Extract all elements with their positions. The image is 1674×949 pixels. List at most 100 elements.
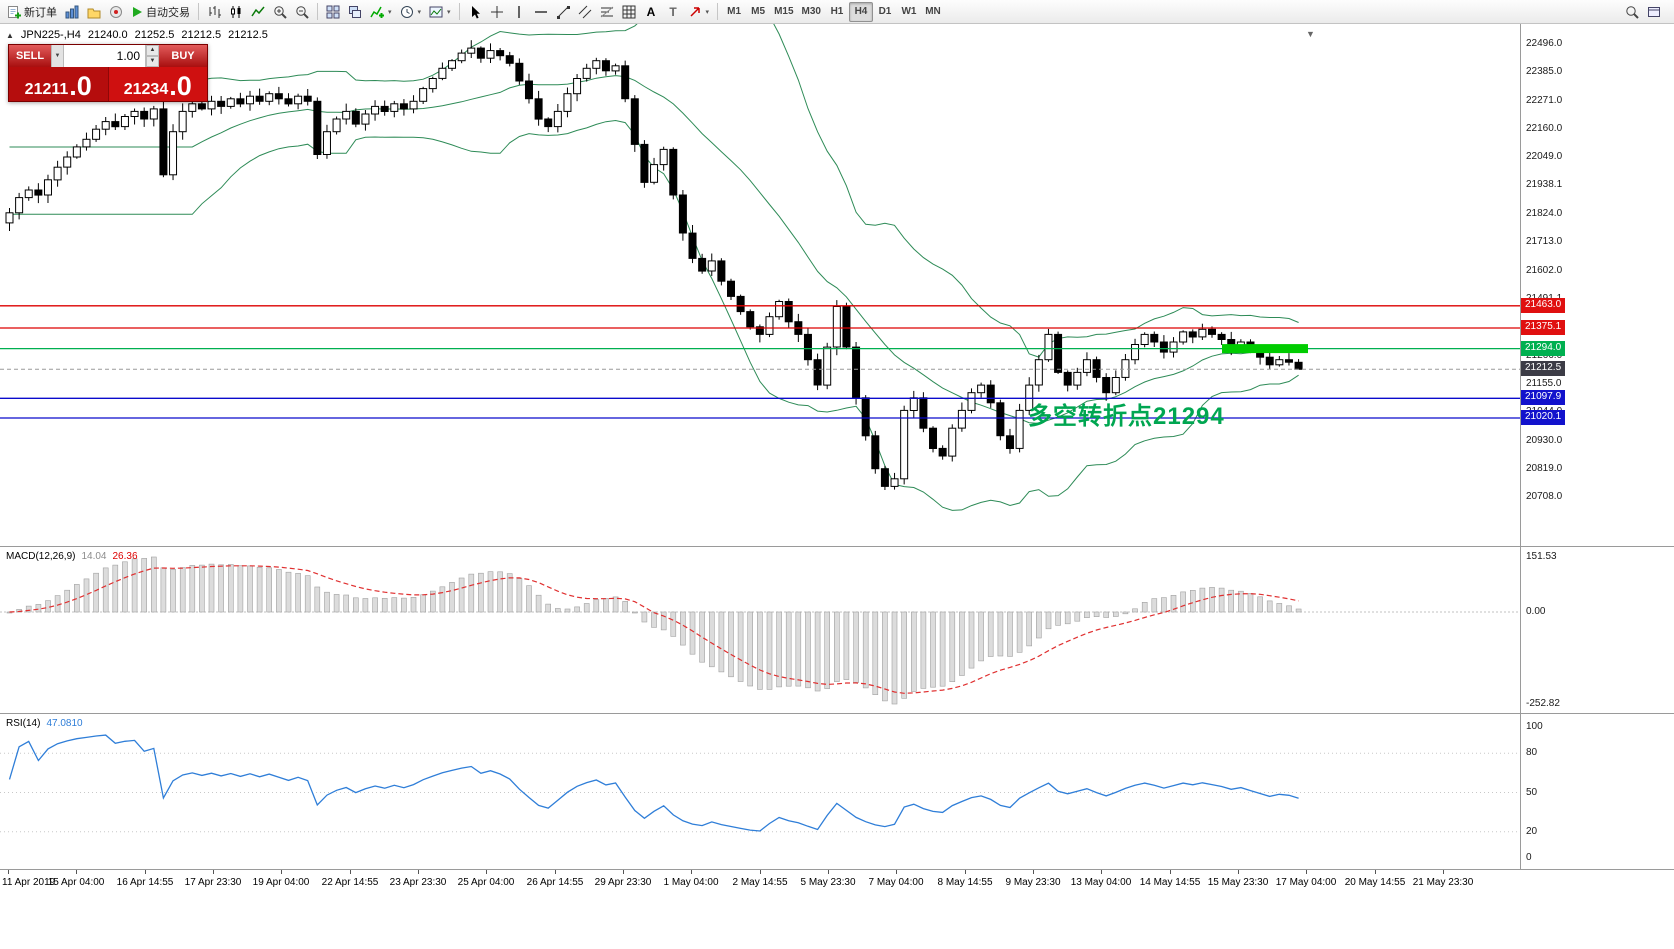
time-axis-tick <box>896 870 897 874</box>
timeframe-button-w1[interactable]: W1 <box>897 2 921 22</box>
macd-histogram-bar <box>785 611 792 687</box>
trendline-button[interactable] <box>552 2 574 22</box>
macd-histogram-bar <box>660 611 667 631</box>
arrows-button[interactable]: ▾ <box>684 2 714 22</box>
timeframe-button-m15[interactable]: M15 <box>770 2 797 22</box>
macd-histogram-bar <box>699 611 705 663</box>
zoom-in-icon <box>273 5 287 19</box>
candle-body <box>467 47 476 54</box>
horizontal-line-button[interactable] <box>530 2 552 22</box>
macd-histogram-bar <box>593 599 600 613</box>
volume-dropdown[interactable]: ▼ <box>51 45 64 67</box>
macd-histogram-bar <box>352 597 359 613</box>
macd-histogram-bar <box>987 611 994 657</box>
zoom-in-button[interactable] <box>269 2 291 22</box>
candle-body <box>919 397 928 429</box>
tile-windows-button[interactable] <box>322 2 344 22</box>
candle-body <box>515 62 524 82</box>
fibonacci-button[interactable] <box>596 2 618 22</box>
profiles-button[interactable] <box>83 2 105 22</box>
candle-body <box>246 95 254 105</box>
templates-button[interactable]: ▾ <box>425 2 455 22</box>
candlestick-chart[interactable] <box>0 24 1520 546</box>
volume-input[interactable]: 1.00 <box>64 45 145 67</box>
channel-button[interactable] <box>574 2 596 22</box>
time-axis[interactable]: 11 Apr 2019 15 Apr 04:00 16 Apr 14:55 17 Ap… <box>0 869 1674 949</box>
buy-price-pips: .0 <box>169 71 192 102</box>
line-chart-button[interactable] <box>247 2 269 22</box>
search-button[interactable] <box>1621 2 1643 22</box>
candle-body <box>630 98 639 145</box>
new-window-button[interactable] <box>1643 2 1665 22</box>
timeframe-button-d1[interactable]: D1 <box>873 2 897 22</box>
candle-body <box>698 257 707 272</box>
time-axis-tick <box>213 870 214 874</box>
label-button[interactable]: T <box>662 2 684 22</box>
rsi-axis: 100 80 50 20 0 <box>1520 714 1674 869</box>
macd-histogram-bar <box>506 573 513 613</box>
main-toolbar: 新订单 自动交易 ▾ ▾ ▾ A T ▾ M1 M5 M15 M30 H1 H <box>0 0 1674 24</box>
sell-price-main: 21211 <box>24 81 69 98</box>
timeframe-button-mn[interactable]: MN <box>921 2 945 22</box>
macd-plot-area[interactable]: MACD(12,26,9) 14.04 26.36 <box>0 547 1520 713</box>
candle-body <box>140 110 149 120</box>
crosshair-button[interactable] <box>486 2 508 22</box>
sell-price[interactable]: 21211.0 <box>9 67 109 101</box>
price-axis-label: 21155.0 <box>1526 378 1562 389</box>
text-button[interactable]: A <box>640 2 662 22</box>
candle-body <box>986 384 995 404</box>
macd-histogram-bar <box>949 611 956 682</box>
timeframe-button-m1[interactable]: M1 <box>722 2 746 22</box>
candle-body <box>15 197 24 214</box>
indicators-button[interactable]: ▾ <box>366 2 396 22</box>
macd-histogram-bar <box>766 611 773 690</box>
cascade-windows-button[interactable] <box>344 2 366 22</box>
macd-histogram-bar <box>535 594 542 613</box>
macd-label-row: MACD(12,26,9) 14.04 26.36 <box>6 551 138 562</box>
candlestick-chart-button[interactable] <box>225 2 247 22</box>
timeframe-button-h1[interactable]: H1 <box>825 2 849 22</box>
time-axis-label: 19 Apr 04:00 <box>252 877 310 888</box>
timeframe-button-h4[interactable]: H4 <box>848 1 873 22</box>
sell-button[interactable]: SELL <box>9 45 51 67</box>
volume-decrease-button[interactable]: ▼ <box>146 56 159 67</box>
cursor-button[interactable] <box>464 2 486 22</box>
price-axis-label: 21824.0 <box>1526 208 1563 219</box>
timeframe-button-m30[interactable]: M30 <box>798 2 825 22</box>
candle-body <box>1294 361 1303 370</box>
candle-body <box>611 65 620 72</box>
chart-menu-arrow-icon[interactable]: ▼ <box>1306 29 1315 39</box>
macd-chart <box>0 556 1520 705</box>
buy-price[interactable]: 21234.0 <box>108 67 207 102</box>
symbol-period: JPN225-,H4 <box>20 29 81 41</box>
svg-text:T: T <box>669 5 677 19</box>
shapes-button[interactable] <box>618 2 640 22</box>
candlestick-chart-area[interactable]: ▲ JPN225-,H4 21240.0 21252.5 21212.5 212… <box>0 24 1520 546</box>
community-button[interactable] <box>105 2 127 22</box>
price-axis[interactable]: 22496.0 22385.0 22271.0 22160.0 22049.0 21938… <box>1520 24 1674 546</box>
candle-body <box>1034 359 1043 386</box>
macd-histogram-bar <box>574 606 580 613</box>
volume-increase-button[interactable]: ▲ <box>146 45 159 56</box>
candle-body <box>650 164 659 183</box>
bar-chart-button[interactable] <box>203 2 225 22</box>
horizontal-line-icon <box>534 5 548 19</box>
rsi-plot-area[interactable]: RSI(14) 47.0810 <box>0 714 1520 869</box>
periods-button[interactable]: ▾ <box>396 2 426 22</box>
charts-button[interactable] <box>61 2 83 22</box>
zoom-out-button[interactable] <box>291 2 313 22</box>
buy-button[interactable]: BUY <box>159 45 207 67</box>
macd-histogram-bar <box>862 611 869 689</box>
time-axis-tick <box>281 870 282 874</box>
candle-body <box>813 359 822 386</box>
auto-trading-button[interactable]: 自动交易 <box>127 2 194 22</box>
vertical-line-button[interactable] <box>508 2 530 22</box>
timeframe-button-m5[interactable]: M5 <box>746 2 770 22</box>
new-order-button[interactable]: 新订单 <box>3 2 61 22</box>
candle-body <box>573 78 582 95</box>
macd-histogram-bar <box>814 611 821 692</box>
macd-histogram-bar <box>843 611 850 680</box>
candle-body <box>496 50 505 57</box>
macd-histogram-bar <box>1180 591 1186 613</box>
macd-histogram-bar <box>362 598 369 613</box>
